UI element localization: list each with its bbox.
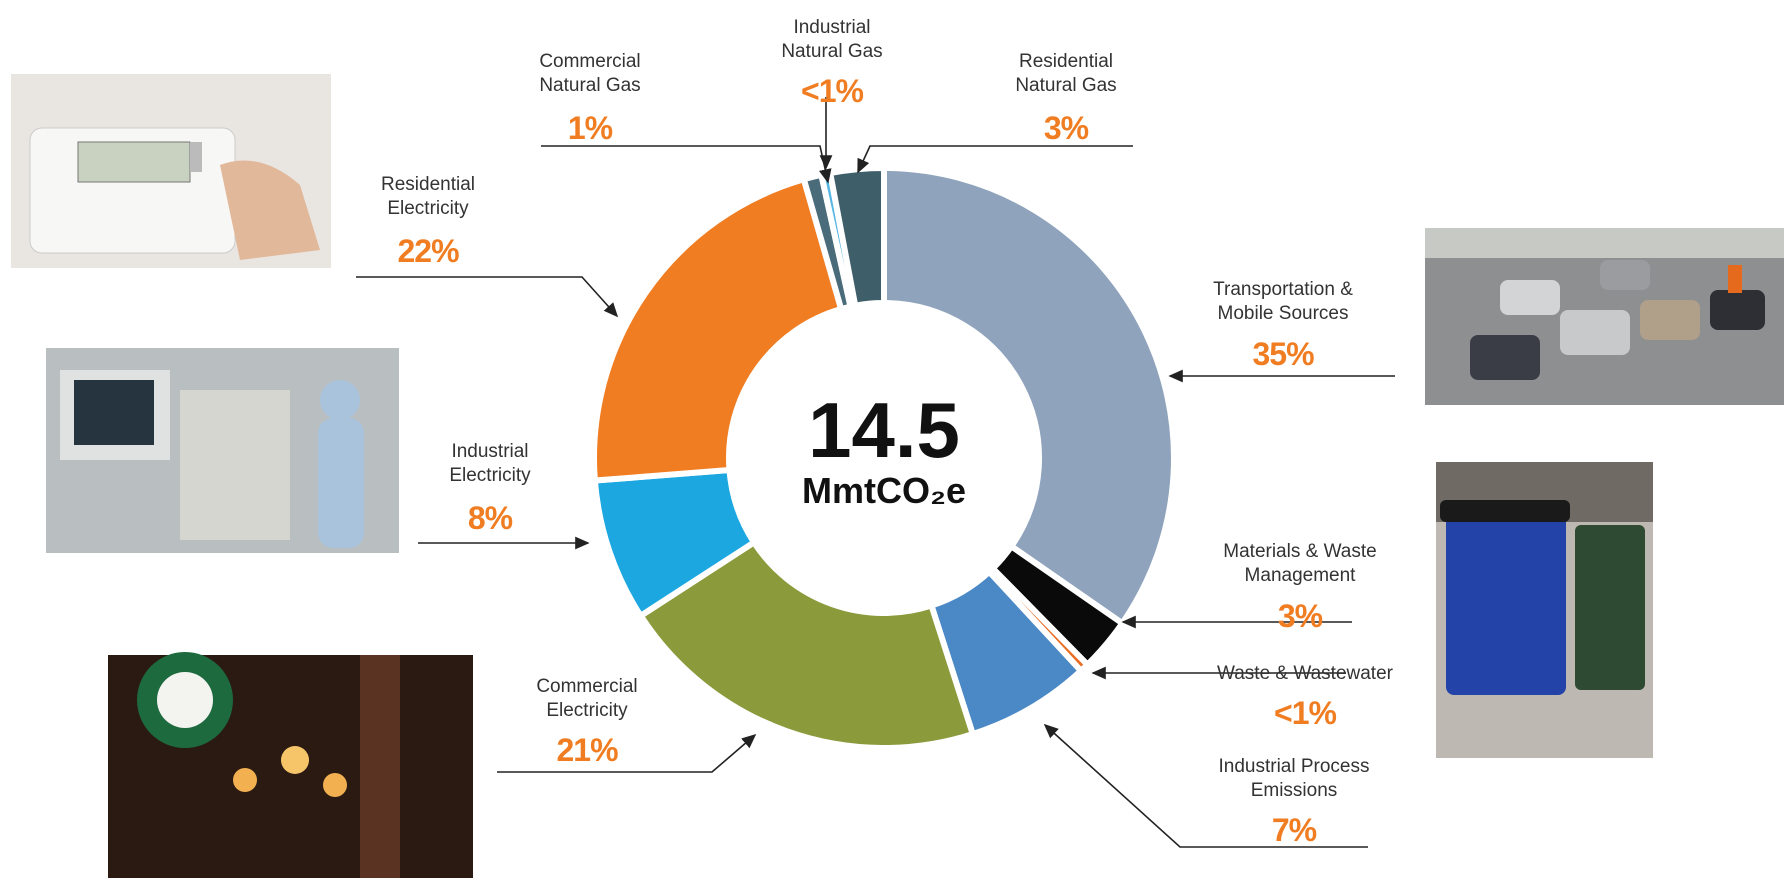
center-total: 14.5 — [808, 386, 960, 474]
leader-line — [541, 145, 832, 184]
slice-value-label: 7% — [1271, 812, 1317, 848]
thermostat-photo — [11, 74, 331, 268]
traffic-photo — [1425, 228, 1784, 405]
lab-photo — [46, 348, 399, 553]
leader-line — [356, 276, 619, 318]
leader-line — [1043, 723, 1368, 848]
slice-value-label: 21% — [556, 732, 618, 768]
coffee-shop-photo — [108, 652, 473, 878]
slice-label: Industrial Natural Gas — [781, 17, 883, 62]
slice-label: Materials & Waste Management — [1223, 541, 1377, 586]
leader-line — [857, 145, 1133, 174]
center-unit: MmtCO₂e — [801, 470, 966, 511]
slice-label: Commercial Natural Gas — [539, 51, 641, 96]
slice-label: Industrial Electricity — [449, 441, 531, 486]
donut-hole — [732, 306, 1036, 610]
slice-label: Waste & Wastewater — [1217, 663, 1393, 684]
slice-value-label: 3% — [1277, 598, 1323, 634]
slice-value-label: 35% — [1252, 336, 1314, 372]
bins-photo — [1436, 462, 1653, 758]
donut-slice — [881, 164, 1177, 628]
slice-label: Residential Natural Gas — [1015, 51, 1117, 96]
donut-slice — [591, 175, 845, 484]
slice-value-label: 8% — [467, 500, 513, 536]
slice-label: Residential Electricity — [381, 174, 475, 219]
slice-label: Industrial Process Emissions — [1218, 756, 1370, 801]
donut-slice — [636, 538, 977, 751]
slice-value-label: 3% — [1043, 110, 1089, 146]
slice-value-label: 1% — [567, 110, 613, 146]
slice-value-label: <1% — [801, 73, 864, 109]
slice-label: Transportation & Mobile Sources — [1213, 279, 1353, 324]
slice-value-label: <1% — [1274, 695, 1337, 731]
donut-slice — [826, 164, 887, 310]
slice-label: Commercial Electricity — [536, 676, 638, 721]
leader-line — [497, 733, 757, 773]
slice-value-label: 22% — [397, 233, 459, 269]
